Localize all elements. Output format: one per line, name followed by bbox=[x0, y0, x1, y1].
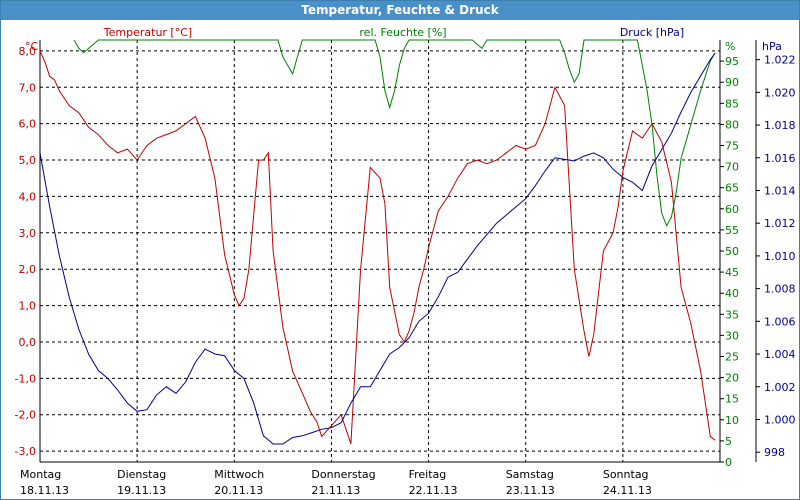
temperature-tick-label: -2,0 bbox=[15, 409, 36, 422]
humidity-tick-label: 20 bbox=[725, 372, 739, 385]
x-tick-day: Mittwoch bbox=[214, 468, 264, 481]
series bbox=[39, 39, 716, 445]
axes: 8,0 7,0 6,0 5,0 4,0 3,0 2,0 1,0 0,0 -1,0 -2,0 -3,0 9… bbox=[15, 40, 796, 497]
pressure-tick-label: 1.012 bbox=[764, 217, 796, 230]
temperature-line bbox=[39, 50, 716, 444]
pressure-tick-label: 1.004 bbox=[764, 348, 796, 361]
humidity-tick-label: 80 bbox=[725, 118, 739, 131]
pressure-tick-label: 1.008 bbox=[764, 283, 796, 296]
x-tick-date: 23.11.13 bbox=[506, 484, 555, 497]
window-title: Temperatur, Feuchte & Druck bbox=[1, 1, 799, 20]
temperature-tick-label: 4,0 bbox=[19, 190, 37, 203]
pressure-axis-title: Druck [hPa] bbox=[620, 26, 684, 39]
temperature-tick-label: -3,0 bbox=[15, 445, 36, 458]
humidity-tick-label: 15 bbox=[725, 393, 739, 406]
humidity-tick-label: 60 bbox=[725, 203, 739, 216]
temperature-tick-label: 5,0 bbox=[19, 154, 37, 167]
pressure-tick-label: 1.000 bbox=[764, 413, 796, 426]
humidity-line bbox=[73, 39, 716, 227]
x-tick-date: 20.11.13 bbox=[214, 484, 263, 497]
x-tick-day: Sonntag bbox=[603, 468, 649, 481]
pressure-tick-label: 1.016 bbox=[764, 152, 796, 165]
humidity-tick-label: 95 bbox=[725, 55, 739, 68]
humidity-tick-label: 70 bbox=[725, 161, 739, 174]
pressure-tick-label: 1.002 bbox=[764, 381, 796, 394]
grid bbox=[39, 40, 721, 462]
humidity-tick-label: 5 bbox=[725, 435, 732, 448]
x-tick-date: 18.11.13 bbox=[20, 484, 69, 497]
humidity-tick-label: 90 bbox=[725, 76, 739, 89]
temperature-tick-label: 1,0 bbox=[19, 300, 37, 313]
humidity-tick-label: 35 bbox=[725, 308, 739, 321]
temperature-tick-label: 6,0 bbox=[19, 118, 37, 131]
temperature-tick-label: 8,0 bbox=[19, 45, 37, 58]
x-tick-day: Montag bbox=[20, 468, 61, 481]
temperature-tick-label: 3,0 bbox=[19, 227, 37, 240]
x-tick-date: 19.11.13 bbox=[117, 484, 166, 497]
humidity-tick-label: 0 bbox=[725, 456, 732, 469]
humidity-tick-label: 65 bbox=[725, 182, 739, 195]
humidity-tick-label: 75 bbox=[725, 140, 739, 153]
temperature-unit: °C bbox=[25, 40, 39, 53]
humidity-tick-label: 55 bbox=[725, 224, 739, 237]
temperature-tick-label: 0,0 bbox=[19, 336, 37, 349]
humidity-tick-label: 45 bbox=[725, 266, 739, 279]
x-tick-date: 22.11.13 bbox=[409, 484, 458, 497]
pressure-tick-label: 998 bbox=[764, 446, 785, 459]
temperature-tick-label: 2,0 bbox=[19, 263, 37, 276]
pressure-tick-label: 1.020 bbox=[764, 86, 796, 99]
x-tick-day: Freitag bbox=[409, 468, 447, 481]
humidity-tick-label: 25 bbox=[725, 351, 739, 364]
humidity-tick-label: 50 bbox=[725, 245, 739, 258]
pressure-tick-label: 1.018 bbox=[764, 119, 796, 132]
x-tick-day: Dienstag bbox=[117, 468, 166, 481]
pressure-tick-label: 1.010 bbox=[764, 250, 796, 263]
humidity-axis-title: rel. Feuchte [%] bbox=[359, 26, 446, 39]
pressure-tick-label: 1.022 bbox=[764, 54, 796, 67]
humidity-unit: % bbox=[725, 40, 735, 53]
temperature-tick-label: -1,0 bbox=[15, 372, 36, 385]
x-tick-date: 21.11.13 bbox=[311, 484, 360, 497]
x-tick-day: Samstag bbox=[506, 468, 554, 481]
humidity-tick-label: 40 bbox=[725, 287, 739, 300]
x-tick-date: 24.11.13 bbox=[603, 484, 652, 497]
humidity-tick-label: 30 bbox=[725, 329, 739, 342]
temperature-axis-title: Temperatur [°C] bbox=[103, 26, 192, 39]
pressure-unit: hPa bbox=[762, 40, 782, 53]
temperature-tick-label: 7,0 bbox=[19, 81, 37, 94]
pressure-tick-label: 1.014 bbox=[764, 184, 796, 197]
humidity-tick-label: 10 bbox=[725, 414, 739, 427]
humidity-tick-label: 85 bbox=[725, 97, 739, 110]
pressure-tick-label: 1.006 bbox=[764, 315, 796, 328]
pressure-line bbox=[39, 52, 716, 445]
x-tick-day: Donnerstag bbox=[311, 468, 375, 481]
